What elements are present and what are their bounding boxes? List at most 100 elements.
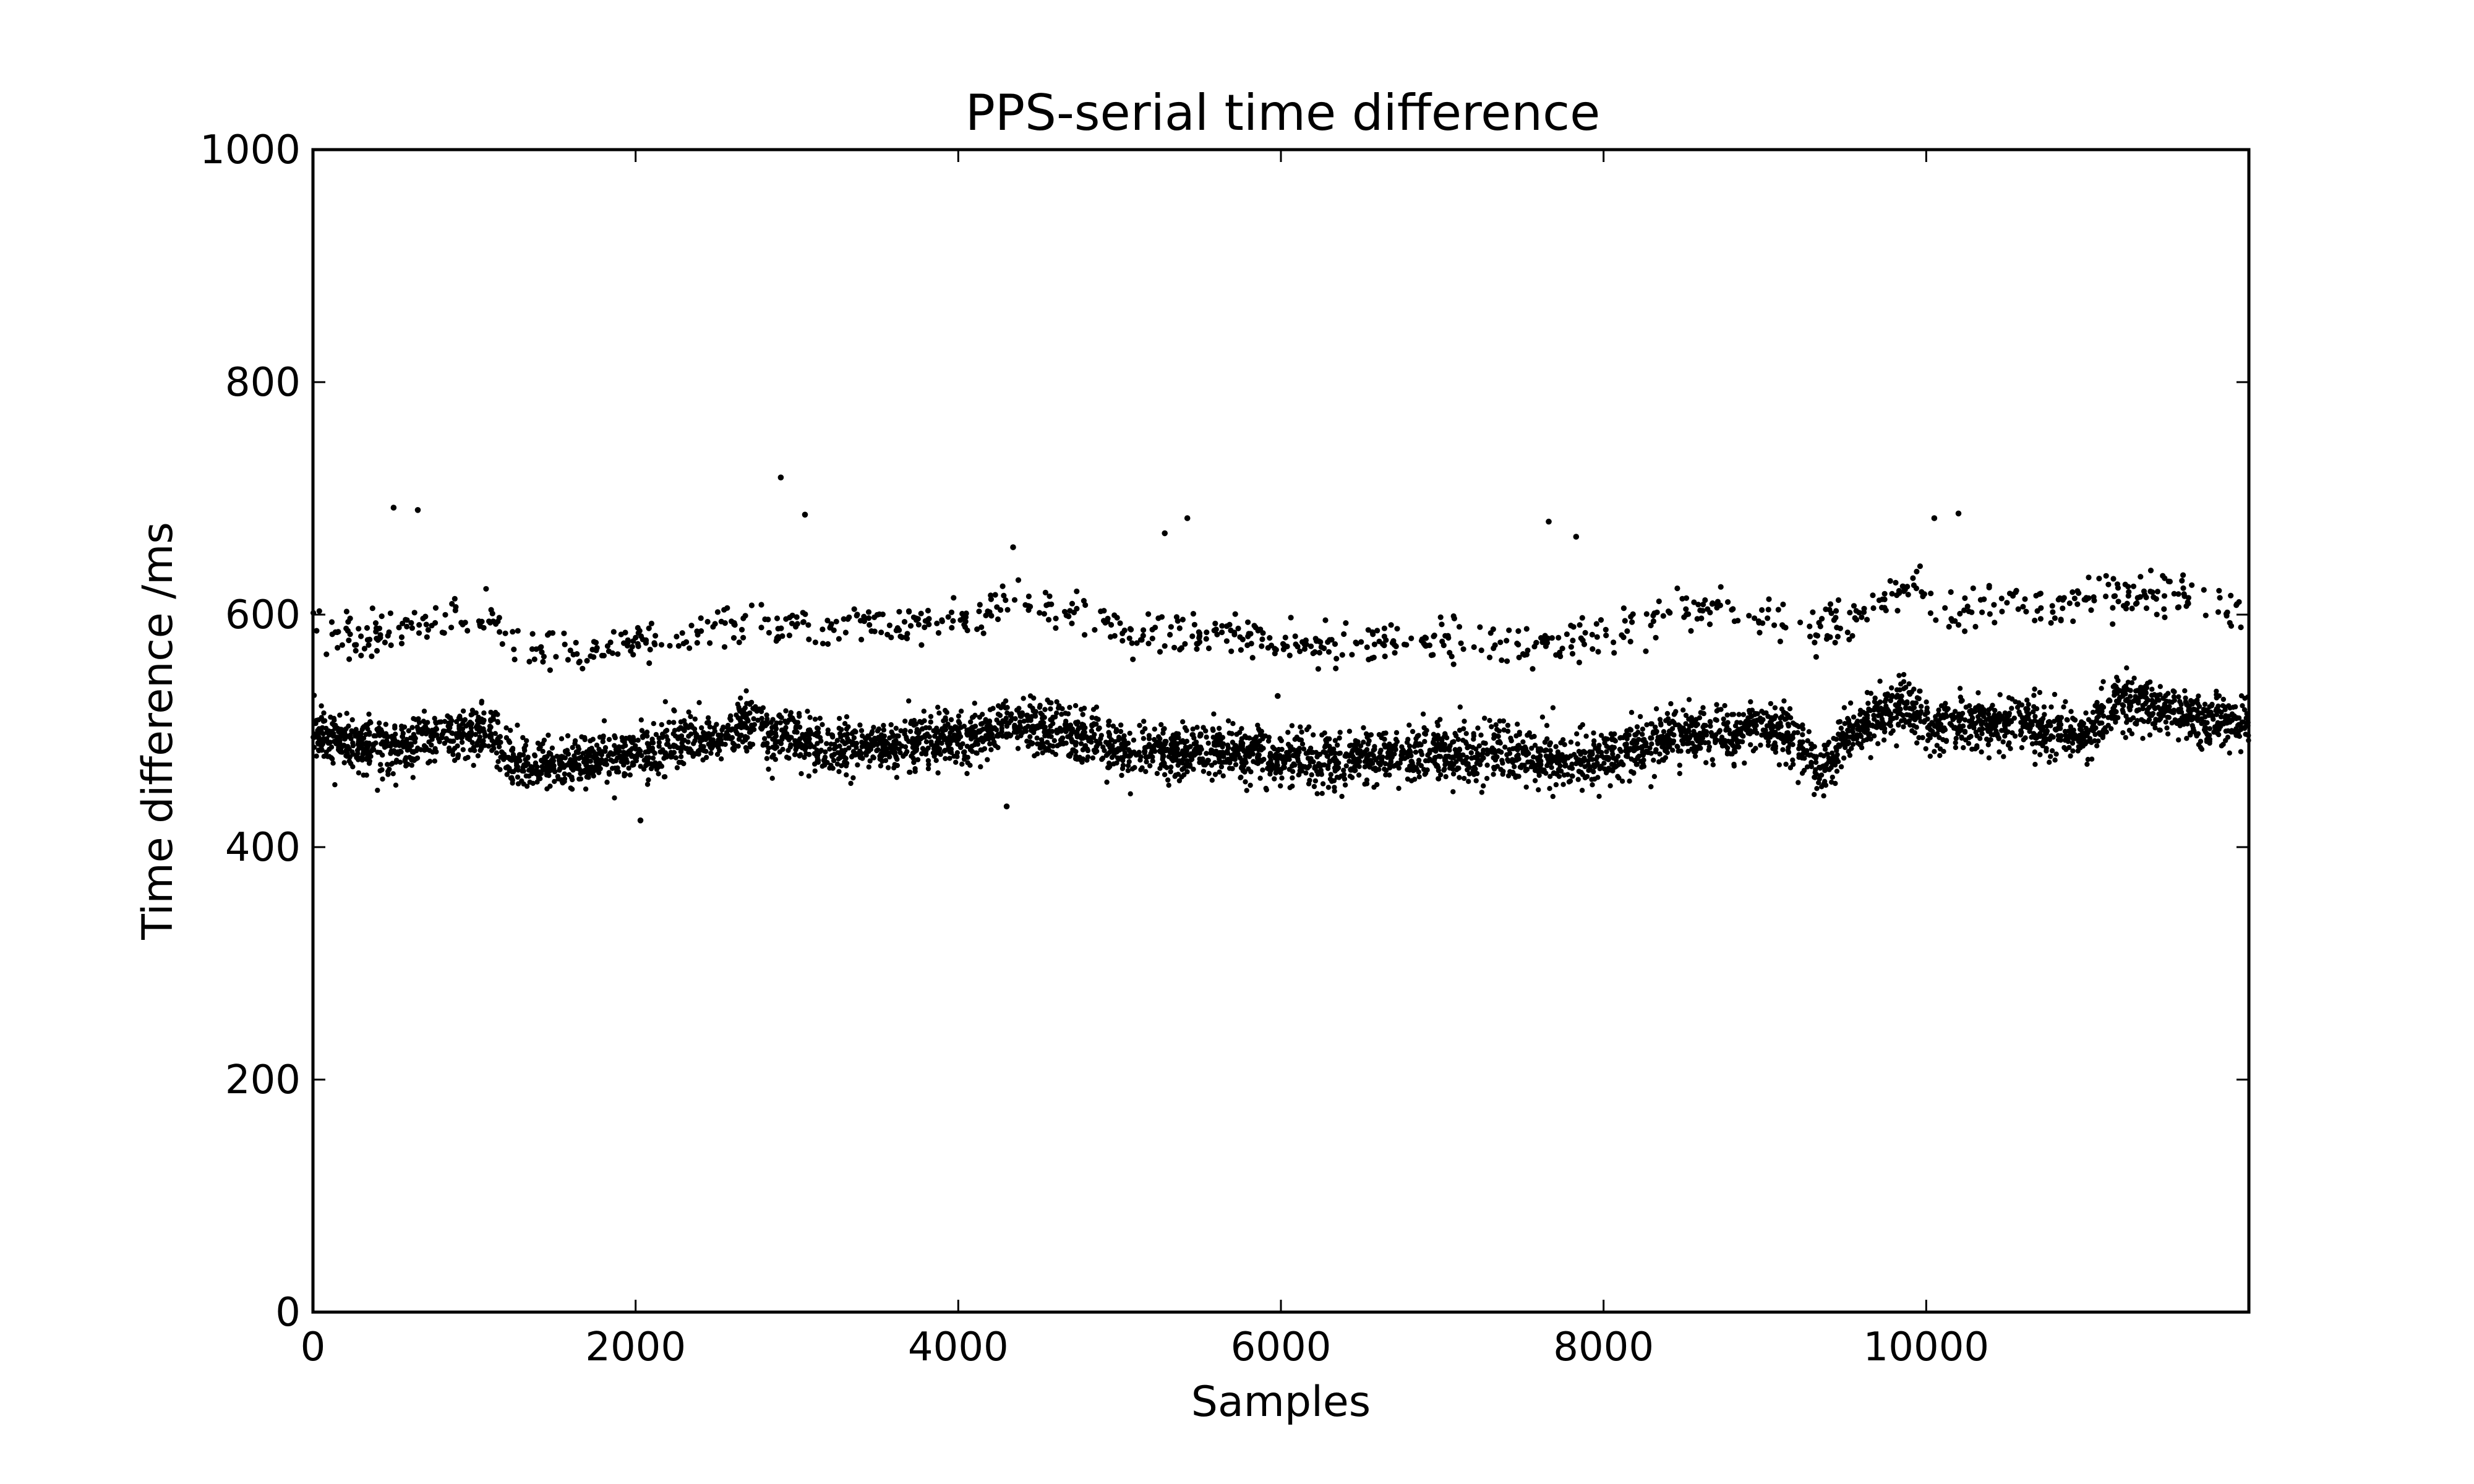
point-main-band (2134, 707, 2140, 714)
point-main-band (1923, 746, 1928, 752)
point-main-band (1165, 777, 1171, 783)
point-main-band (1543, 747, 1549, 753)
point-main-band (2216, 727, 2222, 732)
point-main-band (948, 749, 954, 756)
point-main-band (1144, 754, 1149, 761)
point-main-band (1147, 763, 1153, 769)
point-main-band (1272, 776, 1277, 782)
point-main-band (544, 772, 550, 778)
point-main-band (2041, 738, 2047, 744)
point-main-band (1975, 719, 1981, 724)
point-main-band (1500, 760, 1505, 766)
point-main-band (2125, 717, 2131, 722)
point-main-band (1569, 765, 1575, 771)
point-main-band (1838, 725, 1844, 731)
point-main-band (2018, 732, 2024, 738)
point-main-band (325, 739, 331, 745)
point-main-band (1055, 743, 1060, 749)
point-main-band (2107, 697, 2112, 703)
point-main-band (473, 731, 478, 738)
point-main-band (2181, 722, 2186, 727)
point-main-band (910, 740, 915, 746)
point-main-band (1452, 731, 1458, 736)
point-main-band (2149, 686, 2155, 692)
point-main-band (1814, 786, 1820, 791)
point-main-band (1591, 738, 1597, 744)
point-main-band (896, 733, 901, 739)
point-main-band (2086, 717, 2092, 723)
point-main-band (789, 735, 794, 740)
point-main-band (923, 725, 929, 731)
point-main-band (1210, 726, 1216, 732)
point-main-band (2220, 703, 2226, 709)
point-main-band (2062, 728, 2068, 735)
point-main-band (468, 725, 474, 731)
point-main-band (1929, 720, 1935, 725)
point-main-band (2207, 726, 2212, 731)
point-main-band (2040, 743, 2045, 749)
point-main-band (1547, 786, 1552, 791)
point-main-band (377, 720, 382, 726)
point-main-band (1583, 733, 1589, 739)
point-main-band (1393, 730, 1400, 736)
point-main-band (2088, 727, 2094, 733)
point-main-band (1120, 741, 1126, 746)
point-main-band (1126, 754, 1132, 759)
point-main-band (2131, 675, 2137, 681)
point-main-band (1925, 716, 1930, 722)
point-main-band (375, 749, 380, 755)
point-main-band (421, 743, 427, 749)
point-main-band (2079, 731, 2085, 737)
point-main-band (1713, 732, 1719, 738)
point-main-band (638, 717, 644, 723)
point-main-band (540, 749, 546, 754)
point-main-band (1502, 744, 1508, 750)
point-main-band (1617, 746, 1623, 753)
point-main-band (962, 749, 967, 755)
point-main-band (845, 731, 850, 737)
point-main-band (404, 748, 410, 753)
point-main-band (606, 771, 612, 777)
point-main-band (1889, 685, 1894, 691)
point-main-band (1607, 783, 1613, 789)
point-main-band (814, 748, 820, 753)
point-main-band (1677, 762, 1682, 768)
point-main-band (1701, 722, 1707, 728)
point-main-band (1531, 754, 1536, 760)
point-main-band (898, 728, 904, 734)
point-main-band (744, 748, 750, 754)
point-main-band (1812, 791, 1817, 798)
point-main-band (1533, 762, 1539, 768)
point-main-band (1481, 783, 1486, 789)
point-main-band (1857, 712, 1863, 717)
point-main-band (823, 749, 828, 755)
point-main-band (659, 731, 666, 737)
point-main-band (1924, 699, 1929, 705)
point-main-band (1362, 764, 1368, 770)
point-main-band (1842, 721, 1847, 727)
point-main-band (481, 710, 487, 716)
point-main-band (488, 718, 494, 724)
point-main-band (2063, 699, 2068, 705)
point-main-band (1463, 731, 1469, 736)
point-main-band (1201, 769, 1207, 774)
point-main-band (385, 762, 390, 767)
point-main-band (938, 732, 944, 738)
point-main-band (527, 779, 533, 785)
point-main-band (1938, 703, 1945, 709)
point-main-band (1653, 730, 1659, 736)
point-main-band (2133, 688, 2139, 694)
point-main-band (792, 751, 798, 757)
point-main-band (1325, 785, 1332, 790)
point-main-band (1366, 753, 1371, 759)
point-main-band (1462, 719, 1467, 724)
point-main-band (2006, 740, 2012, 746)
point-main-band (1406, 722, 1412, 728)
point-main-band (323, 725, 329, 731)
point-main-band (1296, 746, 1303, 751)
point-main-band (1935, 725, 1941, 731)
point-main-band (2195, 731, 2201, 736)
point-main-band (1337, 735, 1342, 741)
point-main-band (378, 731, 383, 738)
point-main-band (836, 715, 842, 722)
